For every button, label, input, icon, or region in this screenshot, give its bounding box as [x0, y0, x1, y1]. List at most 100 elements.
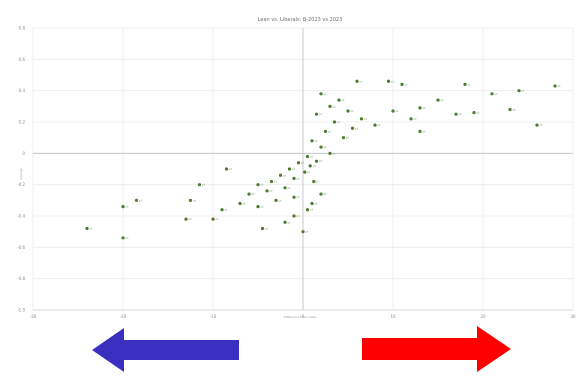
x-tick-label: -30	[30, 314, 37, 319]
x-tick-label: -10	[210, 314, 217, 319]
point-label: pt	[288, 186, 292, 190]
x-tick-label: 10	[390, 314, 396, 319]
point-label: pt	[310, 154, 314, 158]
point-marker	[292, 214, 295, 217]
point-label: pt	[346, 136, 350, 140]
y-tick-label: 0.6	[19, 57, 26, 62]
point-label: pt	[310, 208, 314, 212]
point-marker	[387, 80, 390, 83]
point-marker	[463, 83, 466, 86]
point-marker	[319, 192, 322, 195]
point-label: pt	[495, 92, 499, 96]
point-label: pt	[313, 164, 317, 168]
point-label: pt	[391, 79, 395, 83]
data-point: pt	[261, 227, 269, 231]
left-arrow-icon	[92, 328, 242, 372]
data-point: pt	[306, 208, 314, 212]
x-tick-label: 20	[480, 314, 486, 319]
data-point: pt	[346, 109, 354, 113]
data-point: pt	[247, 192, 255, 196]
point-marker	[256, 183, 259, 186]
point-label: pt	[274, 180, 278, 184]
point-marker	[189, 199, 192, 202]
point-marker	[346, 109, 349, 112]
point-label: pt	[243, 201, 247, 205]
point-label: pt	[324, 145, 328, 149]
point-marker	[309, 164, 312, 167]
point-label: pt	[351, 109, 355, 113]
point-marker	[292, 196, 295, 199]
point-label: pt	[216, 217, 220, 221]
point-marker	[454, 113, 457, 116]
point-marker	[319, 92, 322, 95]
point-label: pt	[189, 217, 193, 221]
data-point: pt	[436, 98, 444, 102]
x-tick-label: 30	[570, 314, 576, 319]
point-marker	[85, 227, 88, 230]
point-marker	[292, 177, 295, 180]
point-marker	[355, 80, 358, 83]
data-point: pt	[418, 106, 426, 110]
y-tick-label: -0.6	[17, 245, 25, 250]
data-point: pt	[315, 159, 323, 163]
data-point: pt	[292, 176, 300, 180]
y-tick-label: -0.4	[17, 214, 25, 219]
point-marker	[301, 230, 304, 233]
point-marker	[297, 161, 300, 164]
y-tick-label: -0.8	[17, 276, 25, 281]
data-point: pt	[535, 123, 543, 127]
point-label: pt	[355, 126, 359, 130]
data-point: pt	[333, 120, 341, 124]
point-label: pt	[225, 208, 229, 212]
data-point: pt	[198, 183, 206, 187]
point-label: pt	[360, 79, 364, 83]
point-marker	[288, 167, 291, 170]
point-marker	[247, 192, 250, 195]
y-tick-label: 0.8	[19, 26, 26, 31]
point-marker	[351, 127, 354, 130]
point-marker	[328, 105, 331, 108]
point-marker	[270, 180, 273, 183]
data-point: pt	[454, 112, 462, 116]
point-label: pt	[315, 201, 319, 205]
data-point: pt	[319, 92, 327, 96]
point-label: pt	[283, 173, 287, 177]
point-marker	[121, 236, 124, 239]
point-marker	[265, 189, 268, 192]
point-label: pt	[414, 117, 418, 121]
right-arrow-icon	[360, 326, 512, 372]
data-point: pt	[400, 82, 408, 86]
data-point: pt	[301, 230, 309, 234]
data-point: pt	[220, 208, 228, 212]
data-point: pt	[387, 79, 395, 83]
point-marker	[220, 208, 223, 211]
point-marker	[418, 106, 421, 109]
point-label: pt	[364, 117, 368, 121]
y-tick-label: -1.0	[17, 308, 25, 313]
point-label: pt	[378, 123, 382, 127]
point-label: pt	[261, 205, 265, 209]
point-marker	[306, 155, 309, 158]
data-point: pt	[517, 89, 525, 93]
point-label: pt	[423, 106, 427, 110]
x-tick-label: -20	[120, 314, 127, 319]
data-point: pt	[490, 92, 498, 96]
point-marker	[436, 98, 439, 101]
point-label: pt	[270, 189, 274, 193]
data-point: pt	[391, 109, 399, 113]
data-point: pt	[360, 117, 368, 121]
point-label: pt	[513, 107, 517, 111]
data-point: pt	[265, 189, 273, 193]
point-label: pt	[316, 180, 320, 184]
data-point: pt	[283, 220, 291, 224]
data-point: pt	[297, 161, 305, 165]
point-label: pt	[90, 227, 94, 231]
point-marker	[319, 145, 322, 148]
point-marker	[184, 218, 187, 221]
point-marker	[303, 171, 306, 174]
point-marker	[310, 139, 313, 142]
point-marker	[333, 120, 336, 123]
data-point: pt	[121, 205, 129, 209]
point-label: pt	[319, 159, 323, 163]
